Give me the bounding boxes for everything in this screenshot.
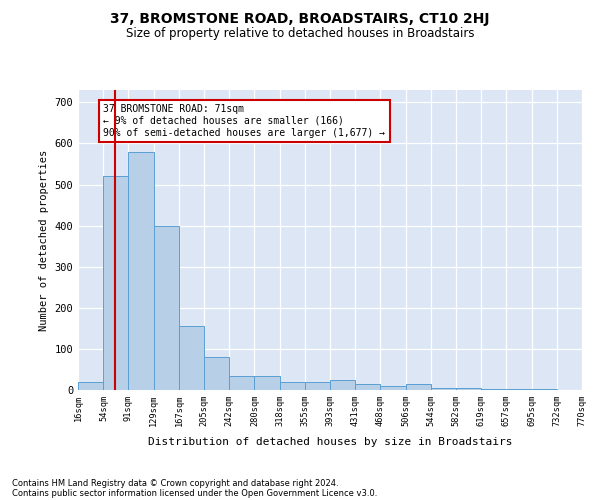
- Bar: [103, 176, 128, 390]
- Bar: [280, 382, 305, 390]
- Bar: [481, 389, 506, 390]
- Text: Contains public sector information licensed under the Open Government Licence v3: Contains public sector information licen…: [12, 488, 377, 498]
- Bar: [506, 389, 532, 390]
- Bar: [406, 384, 431, 390]
- Y-axis label: Number of detached properties: Number of detached properties: [39, 150, 49, 330]
- X-axis label: Distribution of detached houses by size in Broadstairs: Distribution of detached houses by size …: [148, 438, 512, 448]
- Text: 37 BROMSTONE ROAD: 71sqm
← 9% of detached houses are smaller (166)
90% of semi-d: 37 BROMSTONE ROAD: 71sqm ← 9% of detache…: [103, 104, 385, 138]
- Bar: [154, 226, 179, 390]
- Bar: [78, 382, 103, 390]
- Bar: [179, 326, 205, 390]
- Bar: [355, 384, 380, 390]
- Bar: [229, 376, 254, 390]
- Bar: [305, 382, 330, 390]
- Text: Size of property relative to detached houses in Broadstairs: Size of property relative to detached ho…: [126, 28, 474, 40]
- Bar: [205, 357, 229, 390]
- Bar: [254, 376, 280, 390]
- Bar: [380, 386, 406, 390]
- Bar: [431, 388, 457, 390]
- Bar: [532, 389, 557, 390]
- Bar: [128, 152, 154, 390]
- Bar: [457, 388, 481, 390]
- Bar: [330, 380, 355, 390]
- Text: Contains HM Land Registry data © Crown copyright and database right 2024.: Contains HM Land Registry data © Crown c…: [12, 478, 338, 488]
- Text: 37, BROMSTONE ROAD, BROADSTAIRS, CT10 2HJ: 37, BROMSTONE ROAD, BROADSTAIRS, CT10 2H…: [110, 12, 490, 26]
